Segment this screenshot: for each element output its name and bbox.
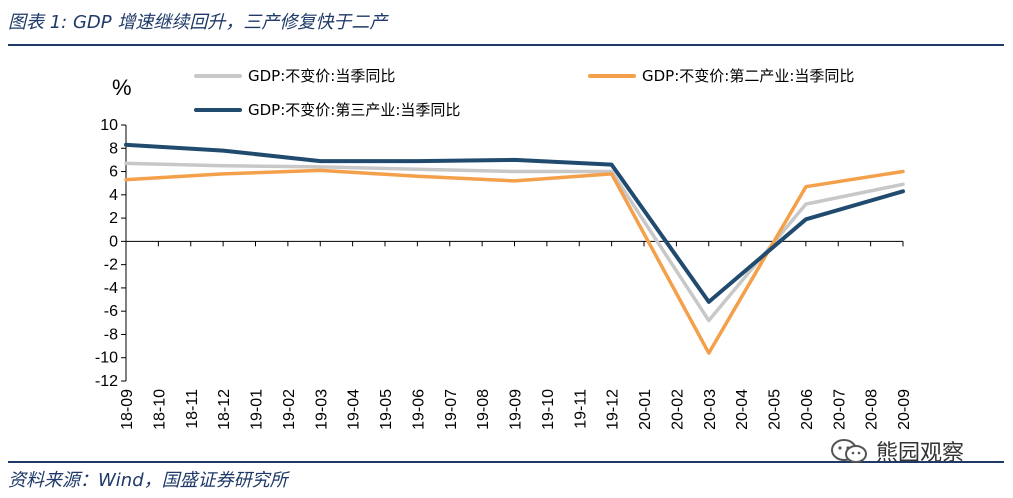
y-tick-label: -12: [95, 373, 118, 390]
x-tick-label: 20-03: [702, 389, 719, 430]
source-note: 资料来源：Wind，国盛证券研究所: [8, 470, 288, 491]
x-tick-label: 19-03: [313, 389, 330, 430]
wechat-icon: [831, 439, 867, 463]
y-tick-label: 8: [109, 140, 118, 157]
x-tick-label: 19-05: [378, 389, 395, 430]
line-chart: GDP:不变价:当季同比 GDP:不变价:第二产业:当季同比 GDP:不变价:第三产…: [95, 67, 913, 430]
series-lines: [124, 142, 905, 355]
series-line-3: [124, 142, 905, 304]
bottom-rule: [8, 461, 1004, 463]
x-tick-label: 19-04: [346, 389, 363, 430]
legend: GDP:不变价:当季同比 GDP:不变价:第二产业:当季同比 GDP:不变价:第三产…: [194, 67, 854, 119]
y-tick-label: -2: [104, 257, 118, 274]
watermark: 熊园观察: [830, 435, 964, 467]
x-tick-label: 18-09: [119, 389, 136, 430]
x-tick-label: 19-02: [281, 389, 298, 430]
x-tick-label: 20-06: [799, 389, 816, 430]
y-tick-label: -10: [95, 350, 118, 367]
top-rule: [8, 44, 1004, 46]
x-tick-label: 20-08: [864, 389, 881, 430]
x-tick-label: 20-05: [767, 389, 784, 430]
y-tick-label: 0: [109, 233, 118, 250]
x-tick-label: 19-07: [443, 389, 460, 430]
y-tick-label: 4: [109, 187, 118, 204]
legend-label: GDP:不变价:当季同比: [248, 67, 395, 85]
x-tick-label: 19-12: [605, 389, 622, 430]
x-tick-label: 20-07: [831, 389, 848, 430]
legend-label: GDP:不变价:第二产业:当季同比: [642, 67, 854, 85]
legend-label: GDP:不变价:第三产业:当季同比: [248, 101, 460, 119]
x-tick-label: 20-01: [637, 389, 654, 430]
figure-title: 图表 1: GDP 增速继续回升，三产修复快于二产: [8, 12, 388, 33]
x-tick-label: 18-10: [151, 389, 168, 430]
x-tick-label: 19-06: [410, 389, 427, 430]
x-tick-label: 19-11: [572, 389, 589, 429]
y-tick-label: 6: [109, 164, 118, 181]
x-tick-label: 20-04: [734, 389, 751, 430]
y-unit-label: %: [112, 75, 132, 100]
x-tick-label: 18-11: [184, 389, 201, 429]
y-tick-label: 10: [100, 117, 118, 134]
y-tick-label: -8: [104, 326, 118, 343]
x-tick-label: 19-09: [508, 389, 525, 430]
x-tick-label: 19-08: [475, 389, 492, 430]
series-line-2: [124, 168, 905, 355]
x-tick-label: 18-12: [216, 389, 233, 430]
y-tick-label: 2: [109, 210, 118, 227]
x-tick-label: 20-02: [669, 389, 686, 430]
x-tick-label: 20-09: [896, 389, 913, 430]
watermark-text: 熊园观察: [876, 441, 965, 466]
y-tick-label: -4: [104, 280, 118, 297]
x-tick-label: 19-10: [540, 389, 557, 430]
x-tick-label: 19-01: [249, 389, 266, 430]
y-tick-label: -6: [104, 303, 118, 320]
